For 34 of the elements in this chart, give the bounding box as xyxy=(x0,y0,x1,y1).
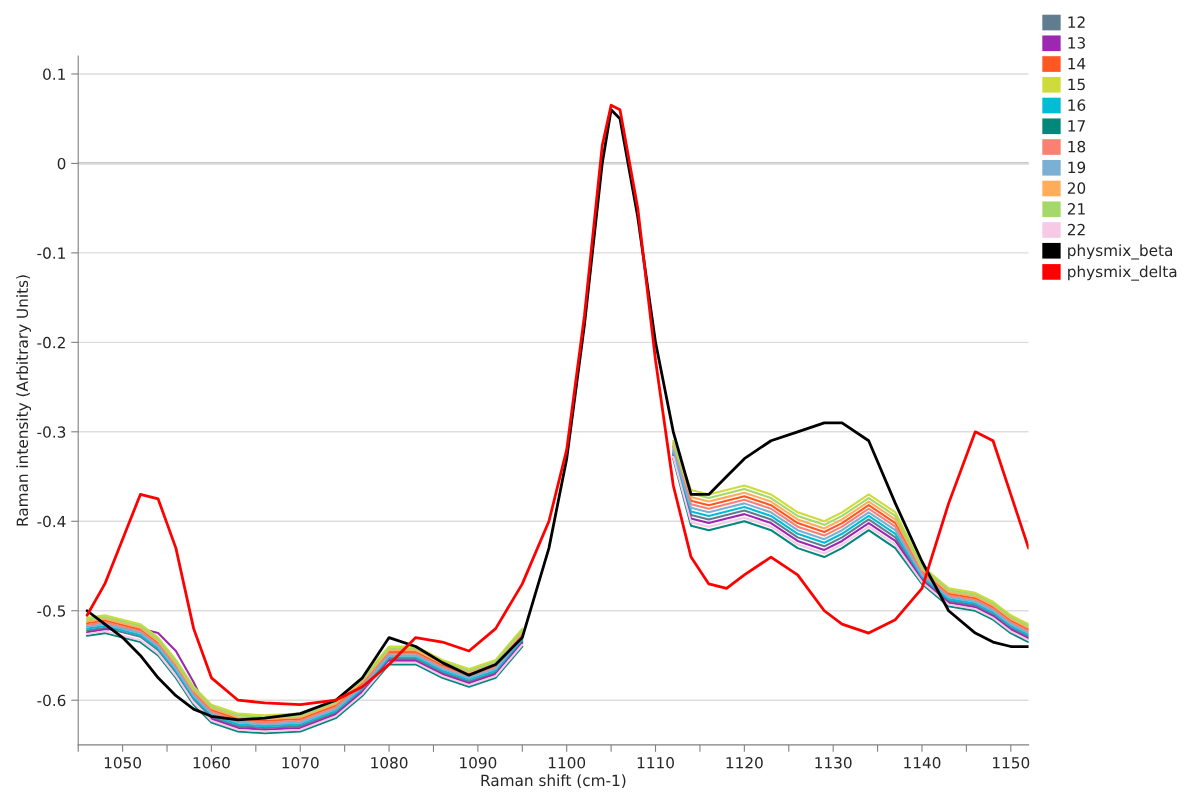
x-tick-label: 1140 xyxy=(904,757,941,769)
legend-label: 20 xyxy=(1067,182,1086,194)
y-tick-label: 0 xyxy=(57,157,66,170)
x-tick-label: 1090 xyxy=(460,757,497,769)
y-tick-label: 0.1 xyxy=(43,68,65,80)
y-tick-label: -0.6 xyxy=(37,694,66,707)
legend-label: 14 xyxy=(1068,58,1086,70)
legend-label: 15 xyxy=(1068,78,1085,91)
x-tick-label: 1080 xyxy=(371,757,408,769)
legend-label: 16 xyxy=(1068,99,1086,111)
x-tick-label: 1100 xyxy=(548,757,586,769)
y-tick-label: -0.5 xyxy=(37,605,66,617)
legend-label: 17 xyxy=(1068,120,1085,132)
legend-label: 12 xyxy=(1068,16,1085,28)
y-tick-label: -0.2 xyxy=(37,336,65,349)
y-tick-label: -0.3 xyxy=(37,426,66,438)
legend-label: physmix_delta xyxy=(1068,265,1177,281)
x-tick-label: 1060 xyxy=(193,757,230,769)
legend-label: 22 xyxy=(1067,223,1085,236)
legend-label: 18 xyxy=(1068,140,1086,153)
x-tick-label: 1150 xyxy=(993,757,1030,769)
x-tick-label: 1130 xyxy=(815,757,852,769)
x-axis-title: Raman shift (cm-1) xyxy=(481,774,626,788)
y-tick-label: -0.1 xyxy=(37,247,65,259)
legend-label: 21 xyxy=(1067,203,1085,215)
x-tick-label: 1120 xyxy=(726,757,763,769)
legend-label: 19 xyxy=(1068,161,1086,174)
y-tick-label: -0.4 xyxy=(37,515,66,528)
y-axis-title: Raman intensity (Arbitrary Units) xyxy=(16,275,32,526)
legend-label: physmix_beta xyxy=(1068,244,1173,260)
legend-label: 13 xyxy=(1068,37,1085,49)
x-tick-label: 1050 xyxy=(104,757,142,769)
x-tick-label: 1110 xyxy=(637,757,674,769)
x-tick-label: 1070 xyxy=(282,757,319,769)
